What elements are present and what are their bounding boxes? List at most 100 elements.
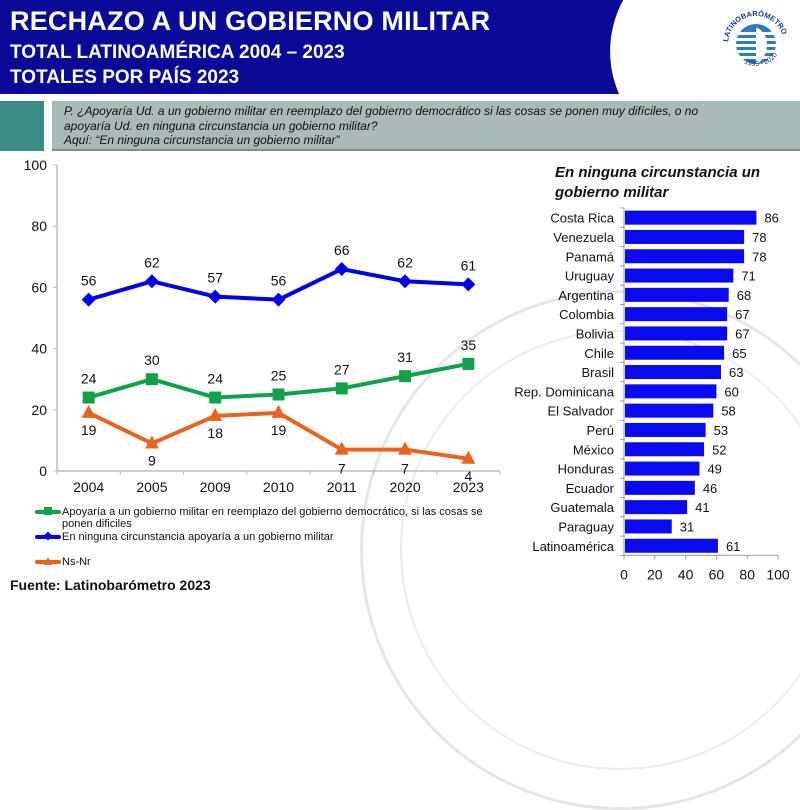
- bar-value-label: 86: [764, 211, 778, 226]
- bar-category-label: Paraguay: [558, 519, 614, 534]
- bar-x-tick-label: 0: [620, 566, 628, 582]
- bar: [625, 345, 725, 360]
- question-line-3: Aquí: “En ninguna circunstancia un gobie…: [64, 133, 340, 147]
- bar-category-label: Ecuador: [566, 481, 615, 496]
- legend-label-nsnr: Ns-Nr: [62, 556, 91, 568]
- bar-x-tick-label: 80: [739, 566, 755, 582]
- data-point-square: [462, 357, 475, 370]
- y-tick-label: 80: [31, 218, 47, 234]
- x-tick-label: 2005: [136, 479, 167, 495]
- line-chart: 0 20 40 60 80 100 2004 2005 2009 2010 2011 2020 2023…: [24, 157, 501, 495]
- data-point-triangle: [398, 441, 413, 455]
- page-title: RECHAZO A UN GOBIERNO MILITAR: [10, 6, 491, 36]
- bar: [625, 326, 728, 341]
- y-tick-label: 40: [31, 341, 47, 357]
- data-label: 18: [207, 425, 223, 441]
- x-tick-label: 2009: [200, 479, 231, 495]
- x-tick-label: 2020: [389, 479, 420, 495]
- bar-value-label: 53: [714, 423, 728, 438]
- x-tick-label: 2010: [263, 479, 294, 495]
- bar-category-label: El Salvador: [548, 404, 615, 419]
- data-point-square: [145, 373, 158, 386]
- page-subtitle-2: TOTALES POR PAÍS 2023: [10, 67, 240, 88]
- data-label: 7: [338, 461, 346, 477]
- bar-value-label: 67: [735, 307, 749, 322]
- data-label: 62: [144, 254, 160, 270]
- question-box: P. ¿Apoyaría Ud. a un gobierno militar e…: [52, 101, 800, 151]
- bar: [625, 422, 706, 437]
- bar-value-label: 68: [737, 288, 751, 303]
- bar: [625, 268, 734, 283]
- data-label: 66: [334, 242, 350, 258]
- source-note: Fuente: Latinobarómetro 2023: [10, 577, 211, 593]
- bar-value-label: 49: [707, 462, 721, 477]
- bar-value-label: 41: [695, 500, 709, 515]
- bar-category-label: Uruguay: [565, 269, 615, 284]
- bar: [625, 461, 700, 476]
- data-point-triangle: [461, 450, 476, 464]
- x-tick-label: 2011: [327, 479, 357, 495]
- data-label: 24: [81, 371, 97, 387]
- data-point-diamond: [144, 274, 159, 289]
- bar-value-label: 61: [726, 539, 740, 554]
- data-label: 7: [401, 461, 409, 477]
- bar-chart-title: En ninguna circunstancia un gobierno mil…: [555, 164, 761, 201]
- bar-category-label: Argentina: [558, 288, 614, 303]
- bar-chart: 0 20 40 60 80 100 Costa Rica 86 Venezuela 78 Panam…: [514, 207, 790, 582]
- bar: [625, 519, 672, 534]
- question-line-1: P. ¿Apoyaría Ud. a un gobierno militar e…: [64, 104, 699, 118]
- bar-value-label: 58: [721, 404, 735, 419]
- bar-value-label: 71: [741, 269, 755, 284]
- data-point-triangle: [144, 435, 159, 449]
- x-tick-label: 2004: [73, 479, 104, 495]
- data-label: 31: [397, 349, 413, 365]
- data-point-triangle: [208, 407, 223, 421]
- bar-category-label: Venezuela: [553, 230, 614, 245]
- bar-x-tick-label: 100: [766, 566, 790, 582]
- data-label: 25: [271, 368, 287, 384]
- data-label: 24: [207, 371, 223, 387]
- legend-swatch-blue: [35, 531, 61, 541]
- bar: [625, 500, 688, 515]
- latinobarometro-logo-icon: LATINOBARÓMETRO 1995 - 2020: [721, 9, 789, 68]
- bar-value-label: 78: [752, 230, 766, 245]
- bar: [625, 480, 695, 495]
- bar-category-label: Bolivia: [576, 326, 615, 341]
- data-point-diamond: [398, 274, 413, 289]
- x-tick-label: 2023: [453, 479, 484, 495]
- bar-value-label: 31: [680, 519, 694, 534]
- data-point-triangle: [271, 404, 286, 418]
- bar: [625, 210, 757, 225]
- data-point-square: [82, 391, 95, 404]
- data-label: 57: [207, 270, 223, 286]
- bar-category-label: México: [573, 442, 614, 457]
- bar-value-label: 65: [732, 346, 746, 361]
- bar: [625, 538, 718, 553]
- bar-value-label: 46: [703, 481, 717, 496]
- data-label: 9: [148, 452, 156, 468]
- legend-label-support: Apoyaría a un gobierno militar en reempl…: [62, 506, 483, 530]
- question-line-2: apoyaría Ud. en ninguna circunstancia un…: [64, 118, 378, 133]
- bar-category-label: Rep. Dominicana: [514, 384, 614, 399]
- bar: [625, 287, 729, 302]
- data-point-diamond: [81, 292, 96, 307]
- bar-category-label: Latinoamérica: [532, 539, 614, 554]
- data-point-square: [272, 388, 285, 401]
- square-marker-icon: [44, 507, 52, 515]
- question-accent-band: [0, 101, 44, 151]
- bar-value-label: 78: [752, 249, 766, 264]
- data-label: 62: [397, 254, 413, 270]
- bar-category-label: Guatemala: [550, 500, 614, 515]
- bar-category-label: Colombia: [559, 307, 615, 322]
- page-subtitle-1: TOTAL LATINOAMÉRICA 2004 – 2023: [10, 42, 345, 63]
- diamond-marker-icon: [43, 531, 53, 541]
- data-label: 30: [144, 352, 160, 368]
- legend-swatch-orange: [35, 557, 61, 565]
- data-point-diamond: [208, 289, 223, 304]
- data-point-diamond: [271, 292, 286, 307]
- data-point-triangle: [81, 404, 96, 418]
- bar-category-label: Costa Rica: [550, 211, 614, 226]
- header-banner: RECHAZO A UN GOBIERNO MILITAR TOTAL LATI…: [0, 0, 800, 94]
- legend-label-never: En ninguna circunstancia apoyaría a un g…: [62, 531, 334, 543]
- data-label: 4: [464, 468, 472, 484]
